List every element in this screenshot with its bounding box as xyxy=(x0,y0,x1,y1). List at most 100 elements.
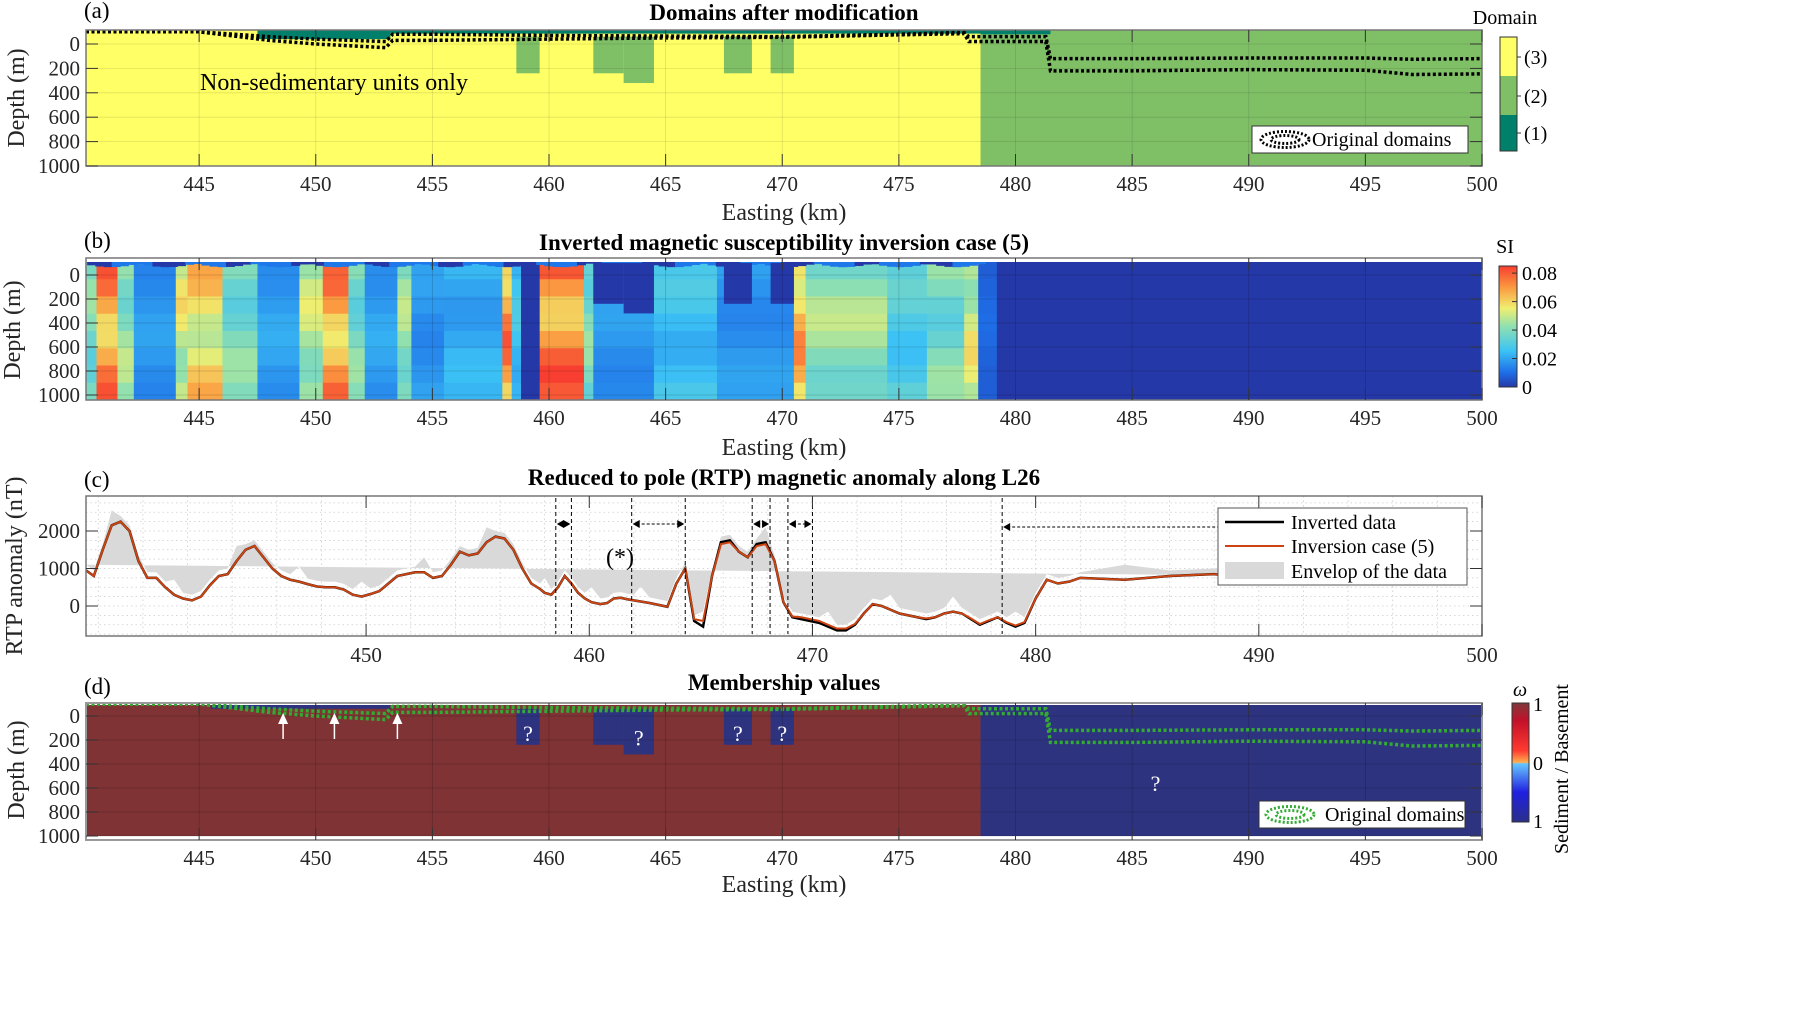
susceptibility-cell xyxy=(521,382,541,400)
panel-a-xtick-label: 495 xyxy=(1350,172,1382,196)
near-surface-cell xyxy=(552,262,562,268)
susceptibility-cell xyxy=(653,313,718,332)
susceptibility-cell xyxy=(257,279,300,297)
susceptibility-cell xyxy=(716,313,795,332)
susceptibility-cell xyxy=(397,348,412,366)
near-surface-cell xyxy=(568,262,578,267)
near-surface-cell xyxy=(870,262,880,265)
sediment-region xyxy=(210,703,391,709)
panel-c-legend: Inverted data Inversion case (5) Envelop… xyxy=(1217,507,1468,586)
susceptibility-cell xyxy=(322,348,349,366)
susceptibility-cell xyxy=(793,313,807,332)
susceptibility-cell xyxy=(86,348,97,366)
near-surface-cell xyxy=(103,262,113,268)
susceptibility-cell xyxy=(96,296,118,315)
susceptibility-cell xyxy=(539,365,585,384)
susceptibility-cell xyxy=(444,279,503,297)
susceptibility-cell xyxy=(583,313,594,332)
panel-d-xlabel: Easting (km) xyxy=(722,872,847,898)
susceptibility-cell xyxy=(805,313,888,332)
panel-d-colorbar: ω 1 0 1 Sediment / Basement xyxy=(1511,679,1573,854)
near-surface-cell xyxy=(87,262,97,266)
original-domain-line xyxy=(86,30,1482,77)
susceptibility-cell xyxy=(996,262,1482,280)
colorbar-label-2: (2) xyxy=(1524,86,1547,108)
domain-2-region xyxy=(516,36,540,74)
susceptibility-cell xyxy=(793,279,807,297)
colorbar-tick-label: 0.06 xyxy=(1522,292,1557,314)
near-surface-cell xyxy=(674,262,684,268)
panel-b-colorbar-title: SI xyxy=(1496,236,1514,258)
domain-2-region xyxy=(623,36,654,84)
near-surface-cell xyxy=(421,262,431,265)
near-surface-cell xyxy=(805,262,815,265)
susceptibility-cell xyxy=(175,382,188,400)
sediment-region xyxy=(770,708,794,745)
susceptibility-cell xyxy=(187,382,223,400)
near-surface-cell xyxy=(372,262,382,266)
question-mark-label: ? xyxy=(634,726,644,751)
susceptibility-cell xyxy=(299,262,324,280)
near-surface-cell xyxy=(683,262,693,267)
question-mark-label: ? xyxy=(523,721,533,746)
susceptibility-cell xyxy=(348,279,366,297)
susceptibility-cell xyxy=(322,365,349,384)
near-surface-cell xyxy=(691,262,701,265)
susceptibility-cell xyxy=(96,348,118,366)
susceptibility-cell xyxy=(887,279,928,297)
susceptibility-cell xyxy=(583,348,594,366)
susceptibility-cell xyxy=(805,382,888,400)
susceptibility-cell xyxy=(175,331,188,349)
susceptibility-cell xyxy=(583,279,594,297)
near-surface-cell xyxy=(299,262,309,265)
near-surface-cell xyxy=(405,262,415,266)
panel-a-xtick-label: 500 xyxy=(1466,172,1498,196)
susceptibility-cell xyxy=(964,331,979,349)
susceptibility-cell xyxy=(805,296,888,315)
arrow-head-right-icon xyxy=(677,520,685,528)
susceptibility-cell xyxy=(96,365,118,384)
panel-d-xtick-label: 485 xyxy=(1116,846,1148,870)
near-surface-cell xyxy=(503,262,513,268)
panel-a-axes-box xyxy=(85,29,1483,167)
near-surface-cell xyxy=(462,262,472,266)
near-surface-cell xyxy=(748,262,758,265)
susceptibility-cell xyxy=(583,331,594,349)
panel-c-xtick-label: 480 xyxy=(1020,643,1052,667)
panel-b-ytick-label: 0 xyxy=(70,263,81,287)
panel-c-xticks: 450 460 470 480 490 500 xyxy=(350,496,1498,667)
near-surface-cell xyxy=(242,262,252,265)
susceptibility-cell xyxy=(805,348,888,366)
colorbar-swatch-2 xyxy=(1500,76,1517,115)
susceptibility-cell xyxy=(502,296,513,315)
panel-a-colorbar-title: Domain xyxy=(1473,7,1537,29)
colorbar-label-1: (1) xyxy=(1524,123,1547,145)
susceptibility-cell xyxy=(964,365,979,384)
panel-a-xtick-label: 485 xyxy=(1116,172,1148,196)
arrow-head-right-icon xyxy=(804,520,812,528)
dotted-ellipse-icon xyxy=(1259,130,1311,149)
susceptibility-cell xyxy=(348,365,366,384)
panel-b-ytick-label: 600 xyxy=(49,335,81,359)
susceptibility-cell xyxy=(978,348,998,366)
panel-c-ytick-label: 0 xyxy=(70,594,81,618)
near-surface-cell xyxy=(519,262,529,266)
susceptibility-cell xyxy=(222,382,258,400)
susceptibility-cell xyxy=(539,348,585,366)
susceptibility-cell xyxy=(793,365,807,384)
panel-b-ytick-label: 800 xyxy=(49,359,81,383)
susceptibility-cell xyxy=(397,279,412,297)
susceptibility-cell xyxy=(364,296,398,315)
susceptibility-cell xyxy=(364,279,398,297)
panel-a-xtick-label: 450 xyxy=(300,172,332,196)
susceptibility-cell xyxy=(86,365,97,384)
susceptibility-cell xyxy=(187,279,223,297)
susceptibility-cell xyxy=(299,382,324,400)
susceptibility-cell xyxy=(222,313,258,332)
colorbar-label-3: (3) xyxy=(1524,47,1547,69)
near-surface-cell xyxy=(862,262,872,265)
susceptibility-cell xyxy=(257,296,300,315)
susceptibility-cell xyxy=(444,296,503,315)
susceptibility-cell xyxy=(222,365,258,384)
